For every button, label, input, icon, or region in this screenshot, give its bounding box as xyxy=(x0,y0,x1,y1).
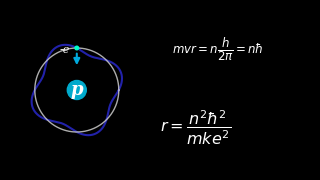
Text: p: p xyxy=(70,81,83,99)
Circle shape xyxy=(75,46,79,50)
Circle shape xyxy=(67,80,86,100)
Text: $mvr = n\dfrac{h}{2\pi} = n\hbar$: $mvr = n\dfrac{h}{2\pi} = n\hbar$ xyxy=(172,37,264,63)
Text: $r = \dfrac{n^2\hbar^2}{mke^2}$: $r = \dfrac{n^2\hbar^2}{mke^2}$ xyxy=(160,109,231,147)
Text: -e: -e xyxy=(60,45,70,55)
